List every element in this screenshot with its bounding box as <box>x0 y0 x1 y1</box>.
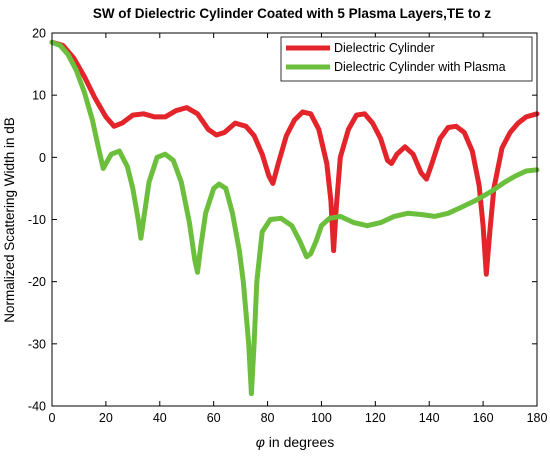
chart-title: SW of Dielectric Cylinder Coated with 5 … <box>93 6 492 21</box>
legend: Dielectric Cylinder Dielectric Cylinder … <box>280 36 533 82</box>
legend-box <box>280 36 533 82</box>
y-tick-label: 20 <box>32 27 46 41</box>
y-tick-label: 10 <box>32 89 46 103</box>
y-axis-label: Normalized Scattering Width in dB <box>2 117 17 323</box>
y-tick-label: 0 <box>39 151 46 165</box>
y-tick-labels: -40 -30 -20 -10 0 10 20 <box>28 27 46 414</box>
x-tick-label: 20 <box>99 411 113 425</box>
x-axis-symbol: φ <box>256 434 265 450</box>
x-tick-label: 80 <box>261 411 275 425</box>
x-axis-label: φ in degrees <box>256 434 334 450</box>
plot-frame <box>51 32 538 407</box>
legend-label-dielectric-cylinder: Dielectric Cylinder <box>334 41 435 55</box>
x-tick-label: 0 <box>49 411 56 425</box>
y-tick-label: -40 <box>28 400 46 414</box>
x-tick-label: 120 <box>365 411 386 425</box>
x-tick-label: 40 <box>153 411 167 425</box>
x-tick-labels: 0 20 40 60 80 100 120 140 160 180 <box>49 411 548 425</box>
legend-label-dielectric-cylinder-with-plasma: Dielectric Cylinder with Plasma <box>334 60 506 74</box>
x-tick-label: 140 <box>419 411 440 425</box>
x-tick-label: 100 <box>311 411 332 425</box>
x-tick-label: 160 <box>473 411 494 425</box>
x-axis-label-text: in degrees <box>265 434 334 450</box>
x-tick-label: 180 <box>527 411 548 425</box>
y-tick-label: -20 <box>28 275 46 289</box>
x-tick-label: 60 <box>207 411 221 425</box>
plot-lines <box>49 39 540 397</box>
series-line-dielectric-cylinder <box>49 39 540 277</box>
y-tick-label: -30 <box>28 337 46 351</box>
axis-ticks <box>51 32 538 407</box>
y-tick-label: -10 <box>28 213 46 227</box>
series-line-dielectric-cylinder-with-plasma <box>49 39 540 397</box>
